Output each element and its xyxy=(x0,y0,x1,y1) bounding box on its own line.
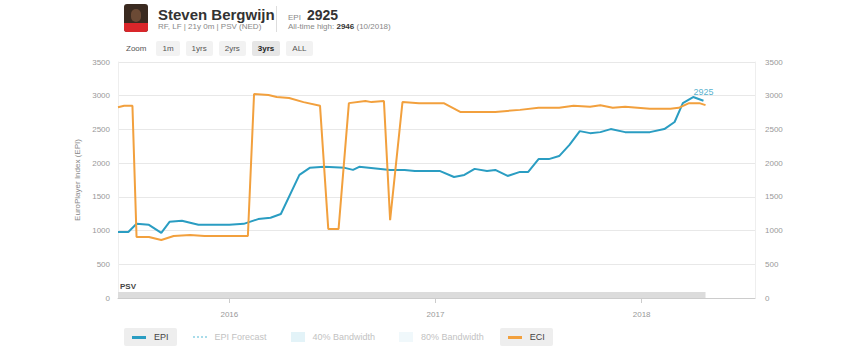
svg-text:2500: 2500 xyxy=(92,125,110,134)
svg-text:2016: 2016 xyxy=(220,310,238,319)
svg-text:2017: 2017 xyxy=(427,310,445,319)
svg-text:2018: 2018 xyxy=(633,310,651,319)
html-text:1m: 1m xyxy=(162,44,174,53)
html-text:ECI: ECI xyxy=(529,332,545,342)
svg-text:EuroPlayer Index (EPI): EuroPlayer Index (EPI) xyxy=(73,139,82,221)
svg-text:3500: 3500 xyxy=(765,58,783,67)
html-text:2yrs: 2yrs xyxy=(224,44,240,53)
html-text:Steven Bergwijn: Steven Bergwijn xyxy=(158,6,275,23)
svg-text:1000: 1000 xyxy=(92,226,110,235)
svg-text:1500: 1500 xyxy=(765,192,783,201)
svg-text:0: 0 xyxy=(765,294,770,303)
svg-text:500: 500 xyxy=(97,260,111,269)
svg-text:1000: 1000 xyxy=(765,226,783,235)
svg-text:2925: 2925 xyxy=(693,87,713,97)
html-text:EPI Forecast: EPI Forecast xyxy=(214,332,267,342)
html-text:3yrs: 3yrs xyxy=(257,44,275,53)
svg-text:PSV: PSV xyxy=(120,282,137,291)
svg-text:3000: 3000 xyxy=(765,91,783,100)
html-text:Zoom: Zoom xyxy=(126,44,147,53)
html-text:RF, LF | 21y 0m | PSV (NED): RF, LF | 21y 0m | PSV (NED) xyxy=(158,22,262,31)
svg-text:2000: 2000 xyxy=(765,159,783,168)
svg-text:2500: 2500 xyxy=(765,125,783,134)
svg-text:3000: 3000 xyxy=(92,91,110,100)
html-text:ALL: ALL xyxy=(292,44,307,53)
html-text:All-time high: 2946 (10/2018): All-time high: 2946 (10/2018) xyxy=(288,22,391,31)
svg-text:500: 500 xyxy=(765,260,779,269)
html-text:EPI: EPI xyxy=(154,332,169,342)
html-text:EPI 2925: EPI 2925 xyxy=(288,7,339,23)
html-text:40% Bandwidth: 40% Bandwidth xyxy=(312,332,376,342)
html-text:1yrs: 1yrs xyxy=(191,44,207,53)
svg-text:3500: 3500 xyxy=(92,58,110,67)
svg-text:0: 0 xyxy=(106,294,111,303)
svg-text:2000: 2000 xyxy=(92,159,110,168)
svg-text:1500: 1500 xyxy=(92,192,110,201)
html-text:80% Bandwidth: 80% Bandwidth xyxy=(421,332,484,342)
